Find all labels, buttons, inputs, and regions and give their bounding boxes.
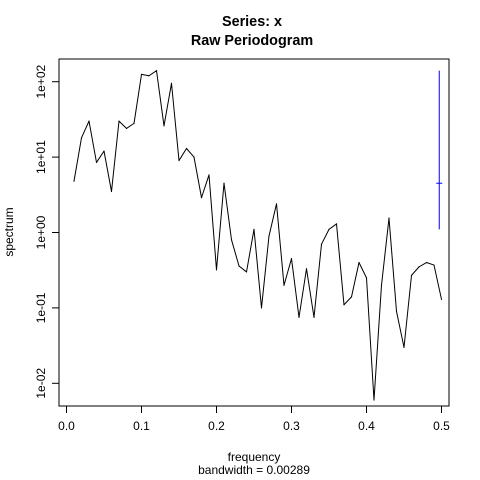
spectrum-point xyxy=(170,82,173,84)
y-tick-label: 1e+02 xyxy=(34,65,48,99)
spectrum-point xyxy=(73,180,75,182)
spectrum-point xyxy=(238,265,240,267)
spectrum-point xyxy=(230,239,233,241)
spectrum-point xyxy=(290,258,293,260)
x-tick-label: 0.2 xyxy=(208,419,225,433)
bandwidth-layer xyxy=(436,70,443,230)
spectrum-point xyxy=(328,228,330,230)
spectrum-point xyxy=(335,223,338,225)
spectrum-point xyxy=(275,203,278,205)
spectrum-point xyxy=(133,122,135,124)
spectrum-point xyxy=(95,161,98,164)
spectrum-point xyxy=(193,156,195,158)
spectrum-point xyxy=(388,217,390,219)
spectrum-point xyxy=(283,284,285,286)
spectrum-point xyxy=(403,346,405,348)
spectrum-point xyxy=(440,298,443,300)
y-tick-label: 1e+01 xyxy=(34,140,48,174)
spectrum-point xyxy=(223,182,225,184)
spectrum-point xyxy=(103,150,105,152)
spectrum-point xyxy=(298,316,300,318)
spectrum-line xyxy=(73,70,442,401)
spectrum-point xyxy=(253,228,255,230)
spectrum-point xyxy=(268,235,270,237)
chart-title-line2: Raw Periodogram xyxy=(191,33,313,49)
spectrum-point xyxy=(395,310,398,312)
spectrum-point xyxy=(163,125,165,127)
spectrum-point xyxy=(155,70,158,72)
y-tick-label: 1e-01 xyxy=(34,292,48,323)
spectrum-point xyxy=(125,127,128,130)
spectrum-point xyxy=(433,264,435,266)
spectrum-point xyxy=(373,399,375,401)
x-tick-label: 0.1 xyxy=(133,419,150,433)
spectrum-point xyxy=(313,316,315,318)
spectrum-point xyxy=(380,284,383,286)
spectrum-point xyxy=(350,296,353,298)
series-layer xyxy=(73,70,443,401)
spectrum-point xyxy=(178,159,180,162)
spectrum-point xyxy=(365,277,368,279)
x-axis: 0.0 0.1 0.2 0.3 0.4 0.5 xyxy=(58,405,450,433)
x-tick-label: 0.5 xyxy=(433,419,450,433)
spectrum-point xyxy=(118,120,120,122)
spectrum-point xyxy=(200,197,203,199)
spectrum-point xyxy=(418,266,420,268)
x-axis-sublabel: bandwidth = 0.00289 xyxy=(198,463,310,477)
spectrum-point xyxy=(140,73,143,75)
spectrum-point xyxy=(425,261,428,264)
spectrum-point xyxy=(208,174,210,176)
spectrum-point xyxy=(148,75,150,77)
spectrum-point xyxy=(215,269,218,271)
spectrum-point xyxy=(343,304,345,306)
x-tick-label: 0.3 xyxy=(283,419,300,433)
chart-title-line1: Series: x xyxy=(222,14,282,30)
spectrum-point xyxy=(185,147,188,150)
spectrum-point xyxy=(320,243,323,245)
spectrum-point xyxy=(88,120,90,122)
y-axis-label: spectrum xyxy=(2,207,16,256)
spectrum-point xyxy=(305,268,308,270)
spectrum-point xyxy=(80,137,83,139)
x-tick-label: 0.0 xyxy=(58,419,75,433)
x-axis-label: frequency xyxy=(228,450,281,464)
spectrum-point xyxy=(410,274,413,276)
y-tick-label: 1e-02 xyxy=(34,368,48,399)
spectrum-point xyxy=(358,261,360,264)
spectrum-point xyxy=(110,190,113,193)
x-tick-label: 0.4 xyxy=(358,419,375,433)
y-tick-label: 1e+00 xyxy=(34,215,48,249)
spectrum-point xyxy=(245,271,248,273)
spectrum-point xyxy=(260,307,263,309)
y-axis: 1e-02 1e-01 1e+00 1e+01 1e+02 xyxy=(34,65,60,399)
